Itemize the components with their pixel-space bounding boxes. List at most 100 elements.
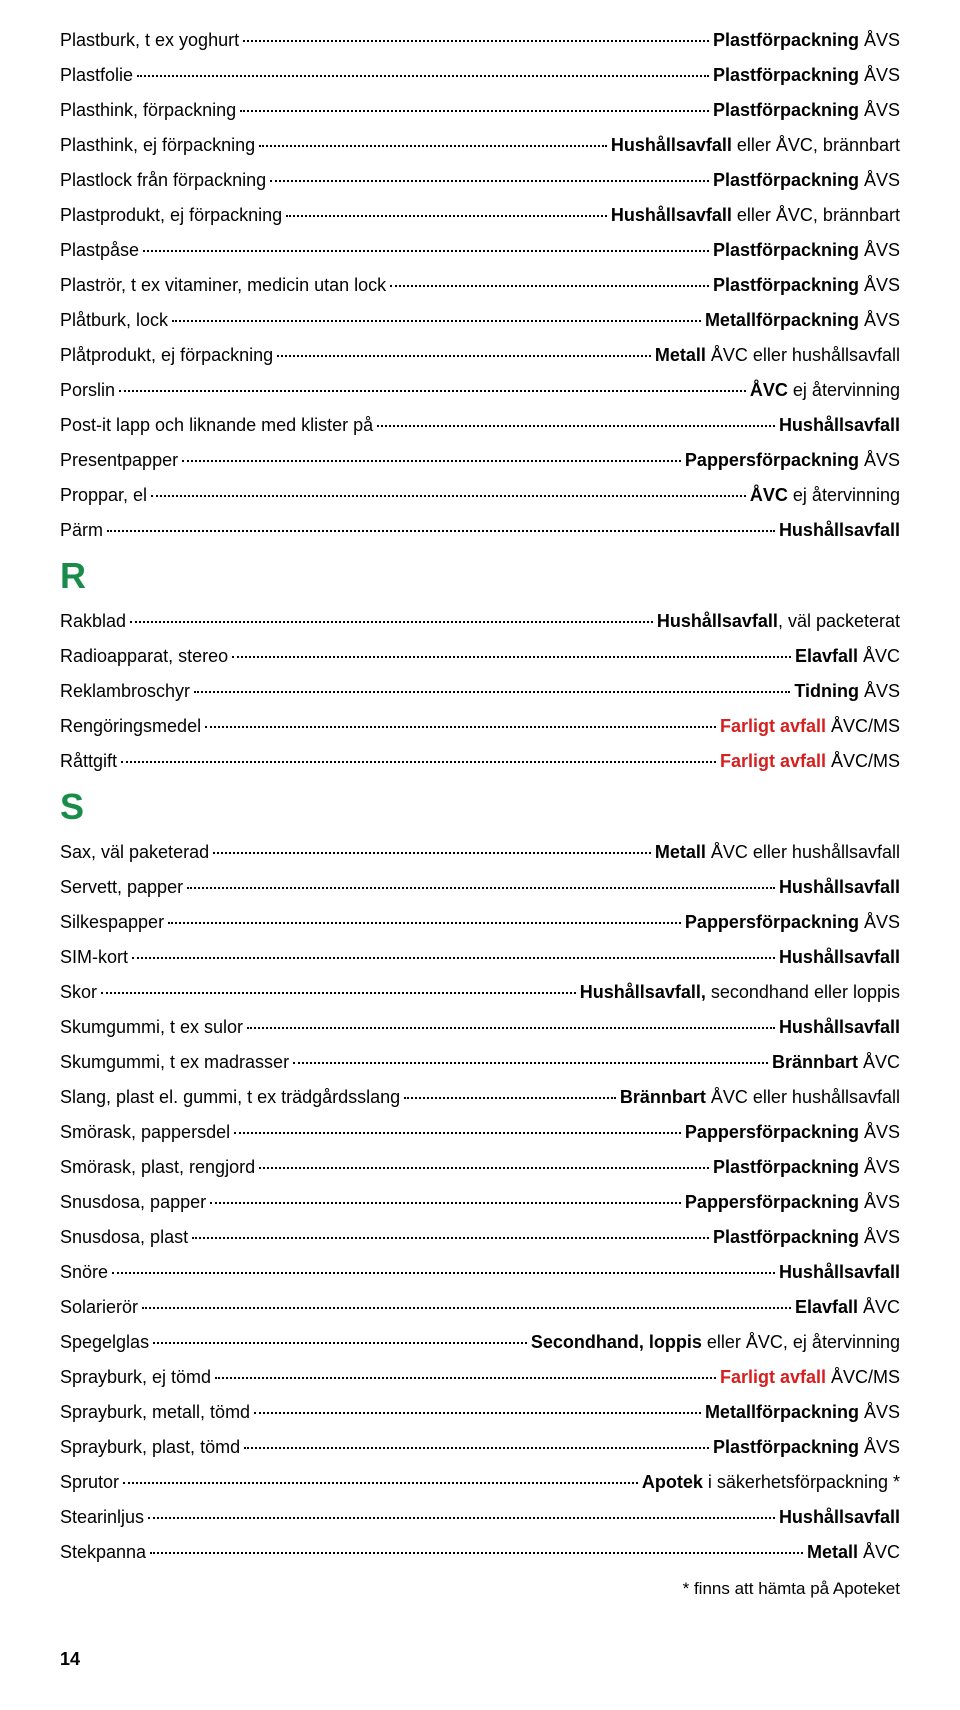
item-name: Snusdosa, papper	[60, 1192, 206, 1213]
disposal-text: Plastförpackning ÅVS	[713, 100, 900, 121]
list-row: Sax, väl paketerad Metall ÅVC eller hushå…	[60, 842, 900, 863]
list-row: Plasthink, förpackning Plastförpackning Å…	[60, 100, 900, 121]
dot-leader	[390, 285, 709, 287]
list-row: SnöreHushållsavfall	[60, 1262, 900, 1283]
list-row: StekpannaMetall ÅVC	[60, 1542, 900, 1563]
list-row: Plastburk, t ex yoghurt Plastförpackning …	[60, 30, 900, 51]
dot-leader	[404, 1097, 616, 1099]
disposal-text: Elavfall ÅVC	[795, 646, 900, 667]
item-name: Råttgift	[60, 751, 117, 772]
item-name: Plåtprodukt, ej förpackning	[60, 345, 273, 366]
disposal-text: ÅVC ej återvinning	[750, 380, 900, 401]
dot-leader	[143, 250, 709, 252]
item-name: Solarierör	[60, 1297, 138, 1318]
dot-leader	[286, 215, 607, 217]
list-row: Plåtprodukt, ej förpackningMetall ÅVC el…	[60, 345, 900, 366]
disposal-text: Secondhand, loppis eller ÅVC, ej återvin…	[531, 1332, 900, 1353]
dot-leader	[150, 1552, 803, 1554]
item-name: Plasthink, förpackning	[60, 100, 236, 121]
disposal-text: Metallförpackning ÅVS	[705, 1402, 900, 1423]
disposal-text: Plastförpackning ÅVS	[713, 240, 900, 261]
item-name: Sprutor	[60, 1472, 119, 1493]
list-row: Solarierör Elavfall ÅVC	[60, 1297, 900, 1318]
item-name: SIM-kort	[60, 947, 128, 968]
disposal-text: Pappersförpackning ÅVS	[685, 450, 900, 471]
list-row: Plastprodukt, ej förpackningHushållsavfa…	[60, 205, 900, 226]
disposal-text: Farligt avfall ÅVC/MS	[720, 751, 900, 772]
disposal-text: Hushållsavfall	[779, 415, 900, 436]
dot-leader	[243, 40, 709, 42]
disposal-text: Plastförpackning ÅVS	[713, 30, 900, 51]
list-row: Sprayburk, metall, tömd Metallförpackning…	[60, 1402, 900, 1423]
list-row: SkorHushållsavfall, secondhand eller lop…	[60, 982, 900, 1003]
sorting-guide-page: Plastburk, t ex yoghurt Plastförpackning …	[60, 30, 900, 1670]
dot-leader	[137, 75, 709, 77]
item-name: Sprayburk, ej tömd	[60, 1367, 211, 1388]
list-row: Smörask, plast, rengjordPlastförpackning…	[60, 1157, 900, 1178]
dot-leader	[119, 390, 746, 392]
disposal-text: Farligt avfall ÅVC/MS	[720, 1367, 900, 1388]
item-name: Smörask, pappersdel	[60, 1122, 230, 1143]
list-row: Stearinljus Hushållsavfall	[60, 1507, 900, 1528]
section-letter: R	[60, 555, 900, 597]
disposal-text: Hushållsavfall, väl packeterat	[657, 611, 900, 632]
disposal-text: Hushållsavfall	[779, 1262, 900, 1283]
list-row: Snusdosa, plastPlastförpackning ÅVS	[60, 1227, 900, 1248]
dot-leader	[254, 1412, 701, 1414]
dot-leader	[151, 495, 746, 497]
dot-leader	[210, 1202, 681, 1204]
dot-leader	[130, 621, 653, 623]
item-name: Plastfolie	[60, 65, 133, 86]
item-name: Plastburk, t ex yoghurt	[60, 30, 239, 51]
dot-leader	[244, 1447, 709, 1449]
disposal-text: Hushållsavfall	[779, 1017, 900, 1038]
item-name: Skumgummi, t ex madrasser	[60, 1052, 289, 1073]
disposal-text: Metall ÅVC	[807, 1542, 900, 1563]
dot-leader	[142, 1307, 791, 1309]
item-name: Plastlock från förpackning	[60, 170, 266, 191]
dot-leader	[112, 1272, 775, 1274]
list-row: ReklambroschyrTidning ÅVS	[60, 681, 900, 702]
list-row: Skumgummi, t ex sulorHushållsavfall	[60, 1017, 900, 1038]
list-row: Plaströr, t ex vitaminer, medicin utan l…	[60, 275, 900, 296]
list-row: Proppar, elÅVC ej återvinning	[60, 485, 900, 506]
list-row: SilkespapperPappersförpackning ÅVS	[60, 912, 900, 933]
disposal-text: Metall ÅVC eller hushållsavfall	[655, 842, 900, 863]
list-row: Servett, papper Hushållsavfall	[60, 877, 900, 898]
section-letter: S	[60, 786, 900, 828]
dot-leader	[121, 761, 716, 763]
list-row: Sprayburk, ej tömd Farligt avfall ÅVC/MS	[60, 1367, 900, 1388]
item-name: Servett, papper	[60, 877, 183, 898]
item-name: Porslin	[60, 380, 115, 401]
dot-leader	[132, 957, 775, 959]
item-name: Snusdosa, plast	[60, 1227, 188, 1248]
disposal-text: Hushållsavfall	[779, 877, 900, 898]
item-name: Post-it lapp och liknande med klister på	[60, 415, 373, 436]
item-name: Spegelglas	[60, 1332, 149, 1353]
dot-leader	[277, 355, 651, 357]
item-name: Reklambroschyr	[60, 681, 190, 702]
disposal-text: Plastförpackning ÅVS	[713, 170, 900, 191]
item-name: Rakblad	[60, 611, 126, 632]
disposal-text: Elavfall ÅVC	[795, 1297, 900, 1318]
disposal-text: Hushållsavfall	[779, 1507, 900, 1528]
item-name: Sprayburk, plast, tömd	[60, 1437, 240, 1458]
item-name: Sprayburk, metall, tömd	[60, 1402, 250, 1423]
dot-leader	[192, 1237, 709, 1239]
item-name: Sax, väl paketerad	[60, 842, 209, 863]
item-name: Plaströr, t ex vitaminer, medicin utan l…	[60, 275, 386, 296]
item-name: Plasthink, ej förpackning	[60, 135, 255, 156]
item-name: Slang, plast el. gummi, t ex trädgårdssl…	[60, 1087, 400, 1108]
dot-leader	[107, 530, 775, 532]
list-row: Plasthink, ej förpackning Hushållsavfall …	[60, 135, 900, 156]
disposal-text: Plastförpackning ÅVS	[713, 275, 900, 296]
disposal-text: Hushållsavfall eller ÅVC, brännbart	[611, 135, 900, 156]
footnote: * finns att hämta på Apoteket	[60, 1579, 900, 1599]
item-name: Presentpapper	[60, 450, 178, 471]
item-name: Rengöringsmedel	[60, 716, 201, 737]
dot-leader	[247, 1027, 775, 1029]
dot-leader	[259, 1167, 709, 1169]
page-number: 14	[60, 1649, 900, 1670]
dot-leader	[234, 1132, 681, 1134]
item-name: Stearinljus	[60, 1507, 144, 1528]
